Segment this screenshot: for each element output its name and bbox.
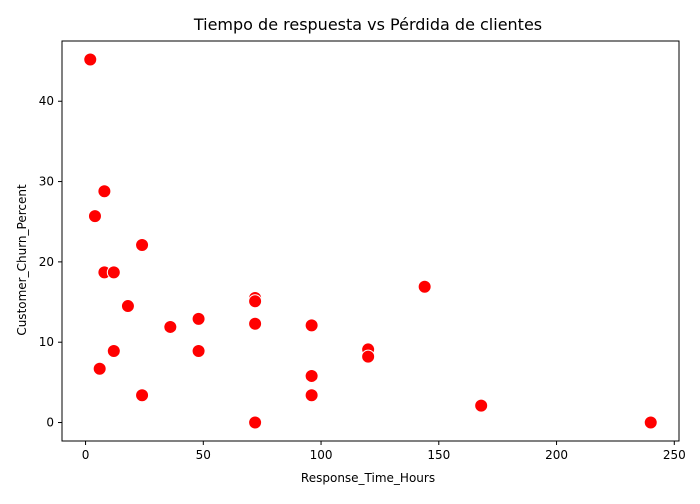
data-point xyxy=(97,184,112,199)
y-tick-label: 10 xyxy=(39,335,54,349)
data-point xyxy=(191,311,206,326)
data-point xyxy=(92,361,107,376)
y-tick-label: 0 xyxy=(46,416,54,430)
y-axis-ticks: 0 10 20 30 40 xyxy=(39,94,62,430)
x-tick-label: 50 xyxy=(196,448,211,462)
x-tick-label: 100 xyxy=(310,448,333,462)
data-point xyxy=(304,318,319,333)
data-point xyxy=(417,279,432,294)
x-tick-label: 250 xyxy=(663,448,686,462)
data-point xyxy=(248,415,263,430)
chart-title: Tiempo de respuesta vs Pérdida de client… xyxy=(193,15,542,34)
y-tick-label: 30 xyxy=(39,175,54,189)
data-point xyxy=(135,388,150,403)
x-tick-label: 200 xyxy=(545,448,568,462)
data-point xyxy=(248,316,263,331)
data-point xyxy=(87,209,102,224)
points-layer xyxy=(83,52,658,430)
data-point xyxy=(163,319,178,334)
x-axis-label: Response_Time_Hours xyxy=(301,471,435,485)
data-point xyxy=(474,398,489,413)
data-point xyxy=(643,415,658,430)
data-point xyxy=(304,368,319,383)
axes-frame xyxy=(61,40,680,442)
data-point xyxy=(191,344,206,359)
plot-area xyxy=(61,40,680,442)
x-tick-label: 0 xyxy=(82,448,90,462)
y-axis-label: Customer_Churn_Percent xyxy=(15,184,29,336)
data-point xyxy=(135,238,150,253)
x-axis-ticks: 0 50 100 150 200 250 xyxy=(82,441,686,462)
data-point xyxy=(120,299,135,314)
data-point xyxy=(361,349,376,364)
y-tick-label: 40 xyxy=(39,94,54,108)
data-point xyxy=(106,344,121,359)
data-point xyxy=(248,294,263,309)
data-point xyxy=(83,52,98,67)
data-point xyxy=(106,265,121,280)
x-tick-label: 150 xyxy=(427,448,450,462)
y-tick-label: 20 xyxy=(39,255,54,269)
data-point xyxy=(304,388,319,403)
